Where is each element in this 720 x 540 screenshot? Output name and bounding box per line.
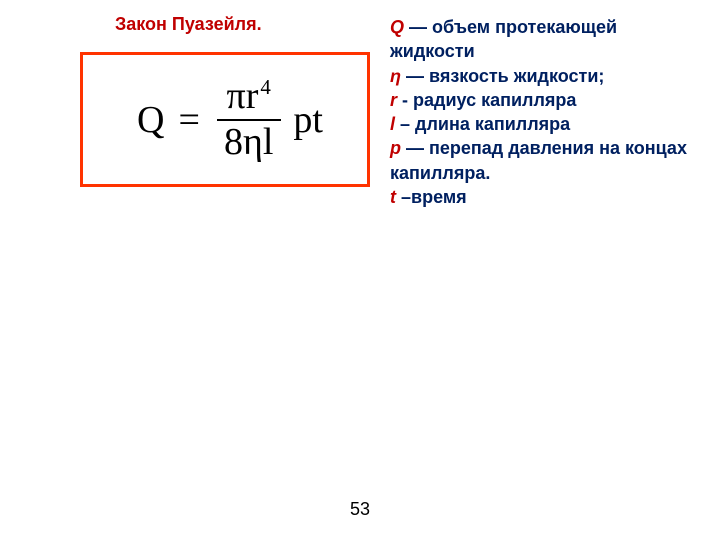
formula-tail: pt [293,98,323,142]
definition-symbol: r [390,90,397,110]
formula-l: l [263,121,274,163]
definition-symbol: Q [390,17,404,37]
formula-Q: Q [137,98,164,142]
definition-line: р — перепад давления на концах капилляра… [390,136,700,185]
formula-exp: 4 [260,75,270,99]
formula-p: p [293,99,312,141]
definition-text: перепад давления на концах капилляра. [390,138,687,182]
definition-separator: — [401,66,429,86]
formula-r: r [246,75,259,117]
page-number: 53 [350,499,370,520]
definition-separator: — [404,17,432,37]
slide-title: Закон Пуазейля. [115,14,262,35]
formula-t: t [312,99,323,141]
definition-separator: – [395,114,415,134]
definition-line: Q — объем протекающей жидкости [390,15,700,64]
definition-separator: – [396,187,411,207]
definition-text: время [411,187,467,207]
definition-separator: — [401,138,429,158]
formula-box: Q = πr4 8ηl pt [80,52,370,187]
definition-symbol: η [390,66,401,86]
definitions-block: Q — объем протекающей жидкостиη — вязкос… [390,15,700,209]
definition-text: радиус капилляра [413,90,576,110]
poiseuille-formula: Q = πr4 8ηl pt [127,77,323,163]
formula-numerator: πr4 [217,77,281,121]
definition-symbol: р [390,138,401,158]
definition-line: η — вязкость жидкости; [390,64,700,88]
formula-pi: π [227,75,246,117]
formula-denominator: 8ηl [214,121,283,163]
definition-line: l – длина капилляра [390,112,700,136]
formula-fraction: πr4 8ηl [214,77,283,163]
formula-8: 8 [224,121,243,163]
definition-separator: - [397,90,413,110]
definition-text: вязкость жидкости; [429,66,604,86]
formula-eta: η [243,121,263,163]
definition-line: t –время [390,185,700,209]
formula-equals: = [179,98,200,142]
definition-text: длина капилляра [415,114,570,134]
definition-line: r - радиус капилляра [390,88,700,112]
